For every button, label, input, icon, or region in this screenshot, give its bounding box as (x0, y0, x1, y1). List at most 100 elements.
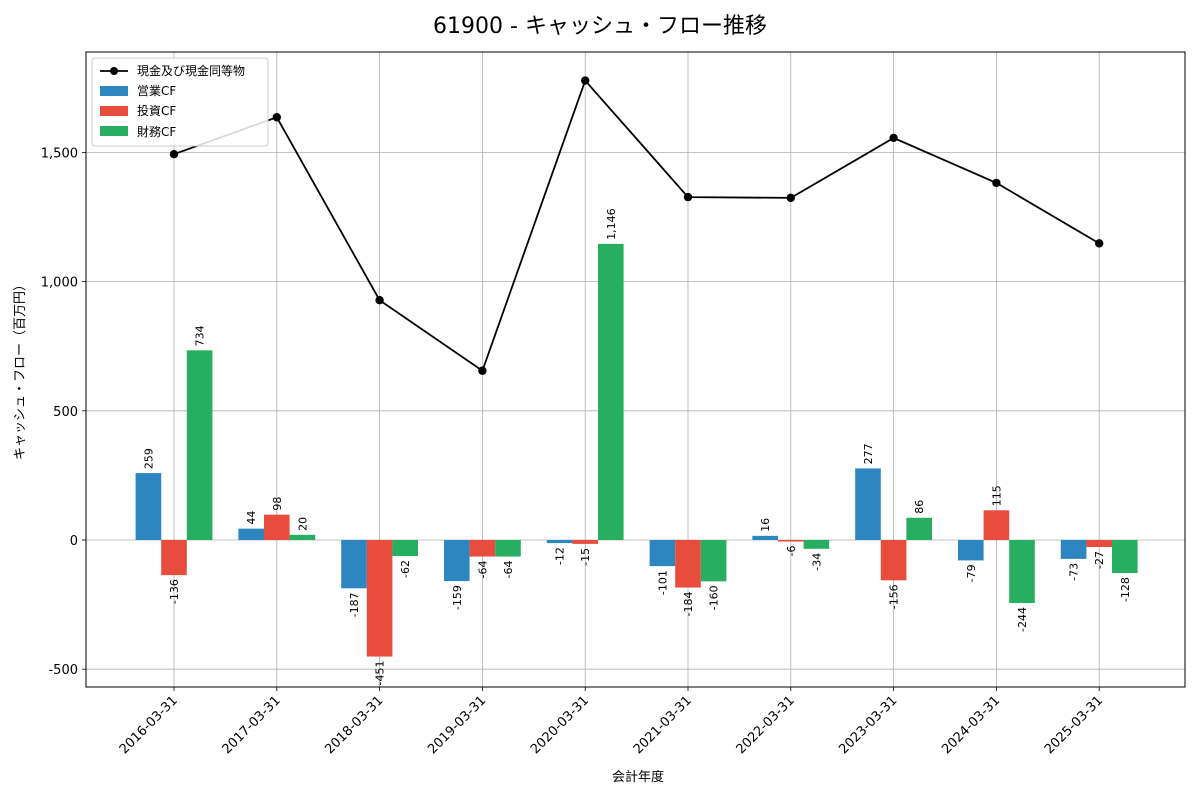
x-tick-label: 2024-03-31 (939, 693, 1003, 757)
bar-data-label: 1,146 (605, 208, 618, 240)
bar-data-label: 16 (759, 518, 772, 532)
bar (238, 528, 264, 540)
legend-swatch-financing (100, 126, 128, 136)
bar (778, 540, 804, 542)
bar-data-label: -64 (476, 561, 489, 579)
bar (906, 517, 932, 540)
cash-point (1095, 239, 1104, 248)
bar-data-label: 277 (862, 443, 875, 464)
bar (495, 540, 521, 557)
legend-label-cash: 現金及び現金同等物 (137, 63, 245, 78)
cash-point (375, 296, 384, 305)
bar-data-label: 44 (245, 511, 258, 525)
bar (469, 540, 496, 557)
plot-frame (85, 51, 1186, 688)
cash-point (992, 178, 1001, 188)
x-tick-label: 2022-03-31 (734, 693, 798, 757)
x-tick-label: 2020-03-31 (528, 693, 592, 757)
bar-data-label: 20 (296, 517, 309, 531)
y-tick-label: -500 (48, 663, 78, 678)
bar (700, 540, 727, 582)
data-labels: 259 44 -187 -159 -12 -101 16 277 -79 -73 -136 98 -45… (142, 208, 1131, 685)
bar-data-label: 98 (271, 497, 284, 511)
bar (1086, 540, 1112, 547)
bar (392, 540, 418, 557)
x-tick-label: 2016-03-31 (117, 693, 181, 757)
bar (444, 540, 470, 582)
bar (1009, 540, 1035, 604)
x-axis-label: 会計年度 (612, 769, 664, 785)
bar-data-label: -136 (168, 579, 181, 604)
bar (1112, 540, 1138, 574)
bar (572, 540, 598, 544)
bar (1060, 540, 1087, 559)
y-tick-label: 1,000 (41, 276, 78, 291)
bar-data-label: -128 (1119, 577, 1132, 602)
legend-label-investing: 投資CF (137, 103, 176, 118)
bar (161, 540, 187, 576)
chart-title: 61900 - キャッシュ・フロー推移 (433, 14, 767, 39)
cash-point (272, 113, 281, 122)
bar-data-label: -156 (888, 584, 901, 609)
bar-data-label: -27 (1093, 551, 1106, 569)
cash-point (889, 133, 898, 143)
cash-point (786, 193, 795, 203)
bar (983, 510, 1010, 540)
x-tick-label: 2017-03-31 (220, 693, 284, 757)
y-axis-label: キャッシュ・フロー（百万円） (13, 278, 28, 460)
bars (135, 243, 1138, 657)
cash-point (581, 76, 590, 85)
bar (289, 534, 316, 540)
bar (341, 540, 367, 589)
bar-data-label: 734 (194, 325, 207, 346)
bar (880, 540, 907, 581)
legend-marker-swatch (110, 67, 118, 75)
bar-data-label: -6 (785, 546, 798, 557)
bar (855, 468, 881, 540)
x-tick-label: 2019-03-31 (425, 693, 489, 757)
legend-swatch-operating (100, 86, 128, 96)
bar-data-label: -184 (682, 592, 695, 617)
bar-data-label: -79 (965, 564, 978, 582)
bar-data-label: -101 (656, 570, 669, 595)
bar-data-label: -34 (810, 553, 823, 571)
bar (675, 540, 701, 588)
plot-background (86, 52, 1185, 687)
bar-data-label: -451 (374, 661, 387, 686)
x-tick-label: 2018-03-31 (322, 693, 386, 757)
cash-point (169, 150, 179, 159)
bar-data-label: -187 (348, 592, 361, 617)
legend-label-operating: 営業CF (137, 84, 176, 98)
bar-data-label: -244 (1016, 607, 1029, 632)
legend-label-financing: 財務CF (137, 124, 176, 139)
y-tick-label: 500 (53, 405, 78, 420)
legend-box (91, 57, 269, 147)
y-tick-label: 1,500 (41, 146, 78, 161)
bar-data-label: -64 (502, 561, 515, 579)
x-tick-label: 2025-03-31 (1042, 693, 1106, 757)
bar-data-label: -62 (399, 560, 412, 578)
x-tick-label: 2023-03-31 (836, 693, 900, 757)
legend-swatch-investing (100, 106, 128, 116)
y-tick-label: 0 (70, 534, 78, 549)
bar-data-label: 259 (142, 448, 155, 469)
bar-data-label: -12 (554, 547, 567, 565)
y-axis-ticks: -500 0 500 1,000 1,500 (41, 146, 86, 678)
bar-data-label: -160 (708, 585, 721, 610)
bar-data-label: -73 (1068, 563, 1081, 581)
bar (752, 535, 778, 540)
legend: 現金及び現金同等物 営業CF 投資CF 財務CF (91, 57, 269, 147)
bar-data-label: 86 (913, 500, 926, 514)
bar-data-label: -159 (451, 585, 464, 610)
bar-data-label: 115 (990, 485, 1003, 506)
bar (366, 540, 393, 657)
bar (546, 540, 573, 544)
bar (264, 514, 290, 540)
cash-point (478, 366, 487, 375)
cash-point (683, 192, 693, 202)
bar-data-label: -15 (579, 548, 592, 566)
x-axis-ticks: 2016-03-31 2017-03-31 2018-03-31 2019-03-31… (117, 687, 1106, 757)
bar (958, 540, 984, 561)
bar (803, 540, 830, 549)
